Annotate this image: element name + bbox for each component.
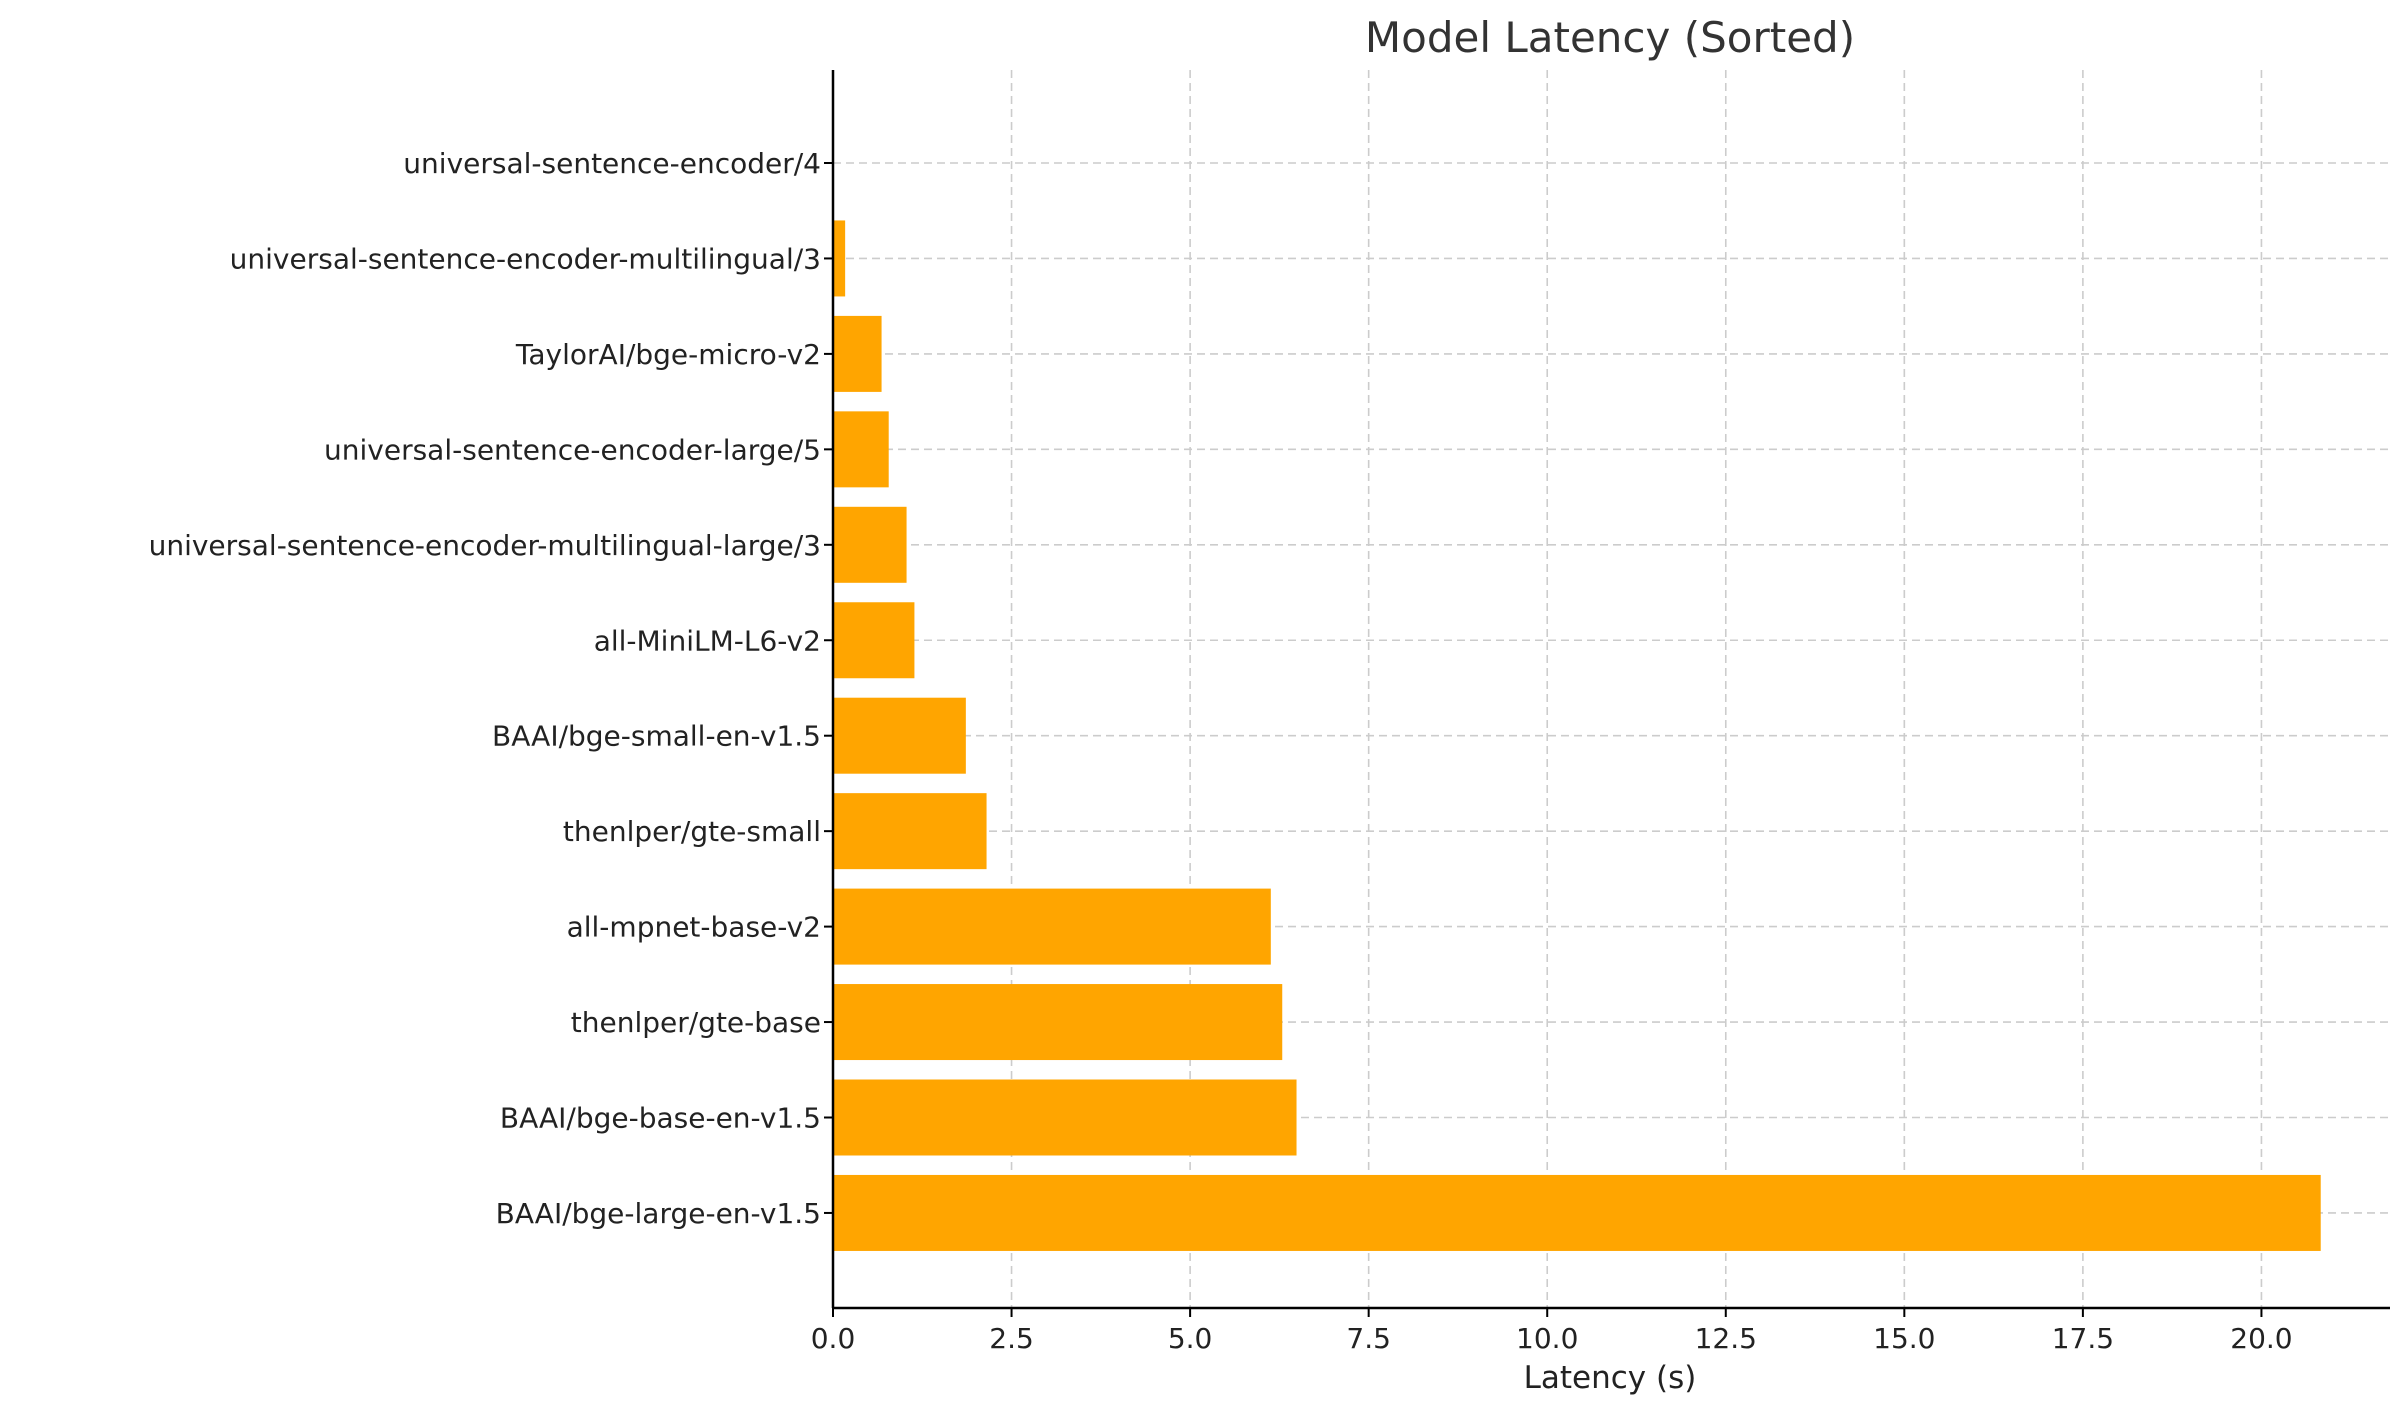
x-tick-label: 2.5 — [989, 1322, 1034, 1355]
bar-8 — [833, 888, 1271, 965]
x-tick-label: 12.5 — [1695, 1322, 1757, 1355]
x-tick-label: 7.5 — [1346, 1322, 1391, 1355]
bar-2 — [833, 315, 882, 392]
x-tick-label: 5.0 — [1168, 1322, 1213, 1355]
y-tick-label: TaylorAI/bge-micro-v2 — [515, 338, 821, 371]
bar-10 — [833, 1079, 1297, 1156]
chart-title: Model Latency (Sorted) — [1365, 13, 1855, 62]
bar-7 — [833, 793, 987, 870]
x-tick-label: 0.0 — [811, 1322, 856, 1355]
bar-5 — [833, 602, 915, 679]
labels-layer: 0.0 2.5 5.0 7.5 10.0 12.5 15.0 17.5 20.0 universa… — [149, 147, 2293, 1355]
bars-layer — [833, 220, 2321, 1251]
y-tick-label: all-mpnet-base-v2 — [567, 911, 821, 944]
bar-11 — [833, 1174, 2321, 1251]
y-tick-label: thenlper/gte-small — [563, 815, 821, 848]
axes-layer — [824, 70, 2390, 1317]
y-tick-label: universal-sentence-encoder-multilingual/… — [230, 242, 821, 275]
bar-6 — [833, 697, 966, 774]
y-tick-label: BAAI/bge-large-en-v1.5 — [496, 1197, 821, 1230]
x-axis-title: Latency (s) — [1524, 1360, 1697, 1396]
y-tick-label: universal-sentence-encoder-large/5 — [324, 433, 821, 466]
y-tick-label: universal-sentence-encoder/4 — [403, 147, 821, 180]
y-tick-label: universal-sentence-encoder-multilingual-… — [149, 529, 821, 562]
x-tick-label: 15.0 — [1873, 1322, 1935, 1355]
x-tick-label: 20.0 — [2230, 1322, 2292, 1355]
bar-1 — [833, 220, 846, 297]
y-tick-label: BAAI/bge-small-en-v1.5 — [492, 720, 821, 753]
y-tick-label: thenlper/gte-base — [571, 1006, 821, 1039]
bar-9 — [833, 984, 1283, 1061]
y-tick-label: all-MiniLM-L6-v2 — [594, 624, 821, 657]
y-tick-label: BAAI/bge-base-en-v1.5 — [500, 1102, 821, 1135]
x-tick-label: 10.0 — [1516, 1322, 1578, 1355]
bar-3 — [833, 411, 889, 488]
x-tick-label: 17.5 — [2052, 1322, 2114, 1355]
bar-4 — [833, 506, 907, 583]
